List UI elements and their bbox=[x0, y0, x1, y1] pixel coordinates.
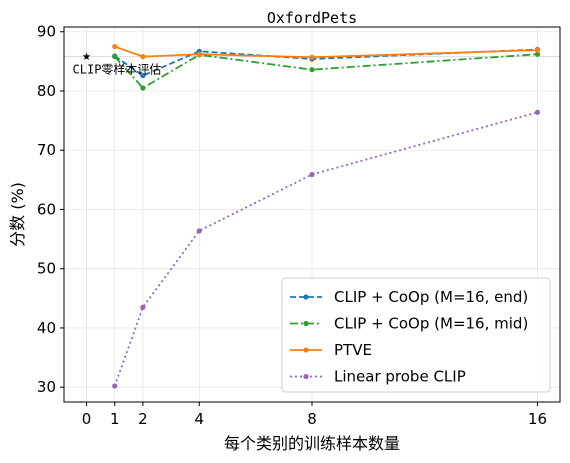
x-tick-label: 16 bbox=[528, 410, 547, 428]
data-point bbox=[196, 228, 202, 234]
zero-shot-star bbox=[82, 52, 91, 60]
legend-marker bbox=[303, 373, 309, 380]
series-line bbox=[114, 45, 538, 59]
legend: CLIP + CoOp (M=16, end) CLIP + CoOp (M=16… bbox=[281, 277, 551, 393]
data-point bbox=[140, 72, 146, 79]
y-tick-label: 70 bbox=[37, 141, 56, 159]
legend-label: PTVE bbox=[334, 341, 372, 359]
data-point bbox=[112, 54, 118, 60]
x-tick-label: 2 bbox=[138, 410, 148, 428]
x-tick-label: 0 bbox=[82, 410, 92, 428]
series-line bbox=[114, 53, 538, 90]
data-point bbox=[196, 51, 202, 57]
x-tick-label: 8 bbox=[307, 410, 317, 428]
legend-entry-1: CLIP + CoOp (M=16, mid) bbox=[290, 315, 528, 333]
legend-label: Linear probe CLIP bbox=[334, 368, 466, 386]
data-point bbox=[309, 67, 315, 73]
series-2 bbox=[112, 43, 541, 60]
data-point bbox=[112, 383, 118, 389]
series-line bbox=[114, 48, 538, 77]
legend-label: CLIP + CoOp (M=16, end) bbox=[334, 288, 528, 306]
data-point bbox=[534, 109, 541, 115]
legend-marker bbox=[303, 294, 309, 300]
zero-shot-annotation: CLIP零样本评估 bbox=[73, 62, 162, 77]
legend-box bbox=[281, 277, 551, 393]
legend-entry-0: CLIP + CoOp (M=16, end) bbox=[290, 288, 528, 306]
data-point bbox=[140, 304, 146, 310]
data-point bbox=[534, 47, 541, 53]
y-tick-label: 50 bbox=[37, 260, 56, 278]
data-point bbox=[140, 54, 146, 60]
y-tick-label: 80 bbox=[37, 82, 56, 100]
data-point bbox=[309, 54, 315, 60]
x-axis-title: 每个类别的训练样本数量 bbox=[224, 434, 400, 453]
chart-title: OxfordPets bbox=[267, 9, 357, 27]
data-point bbox=[309, 171, 315, 178]
y-axis-title: 分数 (%) bbox=[8, 182, 27, 247]
y-tick-label: 90 bbox=[37, 23, 56, 41]
series-layer bbox=[112, 43, 541, 389]
legend-marker bbox=[303, 347, 309, 353]
legend-marker bbox=[303, 320, 309, 327]
zero-shot-layer: CLIP零样本评估 bbox=[73, 52, 162, 77]
y-tick-label: 40 bbox=[37, 319, 56, 337]
y-tick-label: 60 bbox=[37, 200, 56, 218]
tick-layer: 0 1 2 4 8 16 30 40 50 60 70 80 90 bbox=[37, 23, 547, 428]
series-3 bbox=[112, 109, 541, 389]
data-point bbox=[140, 85, 146, 91]
series-line bbox=[113, 111, 538, 387]
x-tick-label: 4 bbox=[194, 410, 204, 428]
x-tick-label: 1 bbox=[110, 410, 120, 428]
legend-label: CLIP + CoOp (M=16, mid) bbox=[334, 315, 528, 333]
data-point bbox=[112, 43, 118, 50]
legend-entry-2: PTVE bbox=[290, 341, 372, 359]
data-point bbox=[534, 51, 541, 57]
y-tick-label: 30 bbox=[37, 378, 56, 396]
legend-entry-3: Linear probe CLIP bbox=[290, 368, 466, 386]
